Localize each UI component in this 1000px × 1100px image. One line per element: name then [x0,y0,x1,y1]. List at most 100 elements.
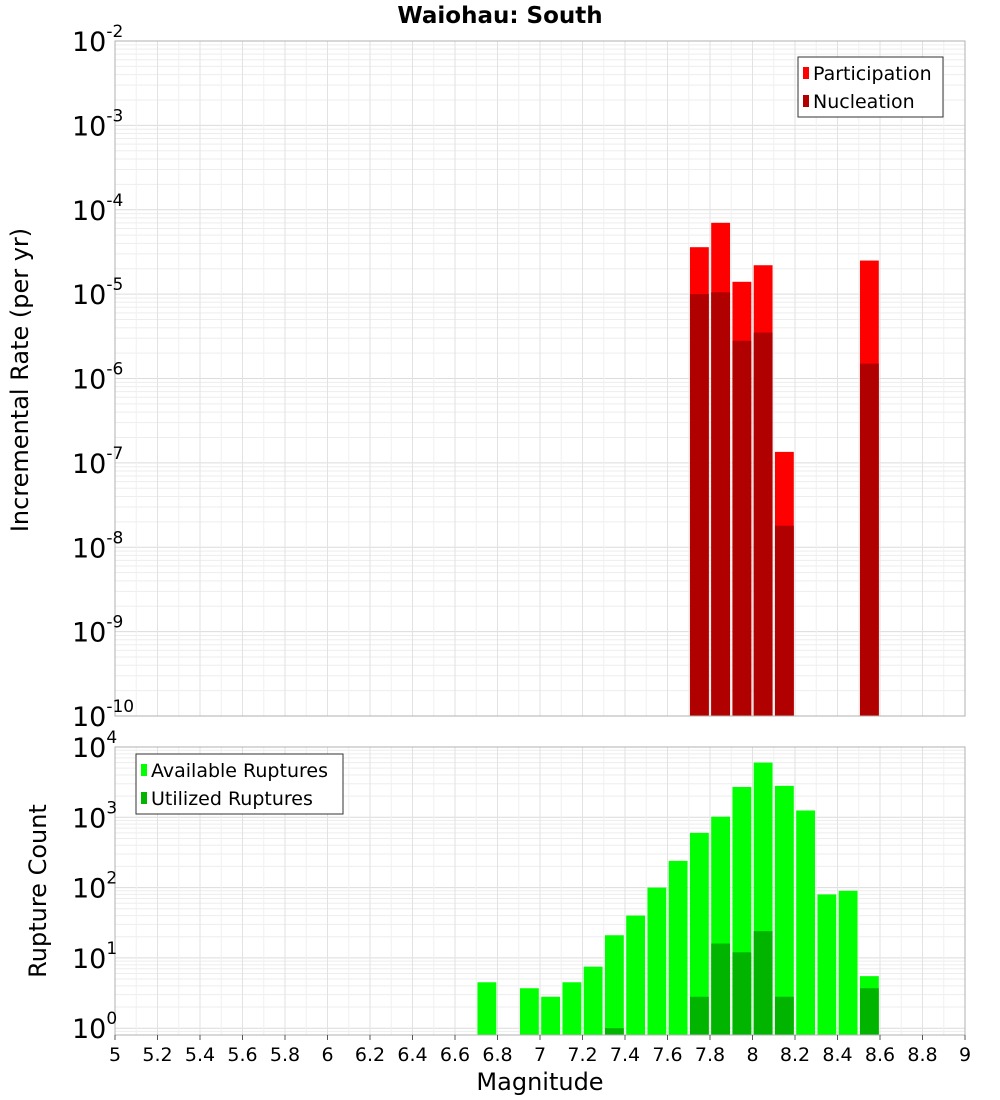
tick-base: 10 [72,449,106,480]
rate-legend-swatch [803,95,809,107]
count-bar-available-ruptures [817,894,837,1035]
tick-exponent: 2 [106,869,117,889]
tick-base: 10 [72,365,106,396]
count-bar-available-ruptures [668,860,688,1035]
x-tick-label: 5.6 [227,1044,257,1066]
tick-base: 10 [72,874,106,905]
tick-exponent: -6 [106,360,123,380]
x-axis-label: Magnitude [476,1068,603,1096]
tick-exponent: 0 [106,1009,117,1029]
chart-title: Waiohau: South [397,3,602,29]
x-tick-label: 7.6 [652,1044,682,1066]
rate-y-tick-label: 10-7 [72,444,123,480]
count-y-tick-label: 100 [72,1009,117,1045]
count-bar-available-ruptures [583,966,603,1035]
x-tick-label: 8.6 [865,1044,895,1066]
rate-y-tick-label: 10-10 [72,697,134,733]
tick-base: 10 [72,27,106,58]
count-legend: Available Ruptures Utilized Ruptures [135,753,344,815]
tick-base: 10 [72,533,106,564]
x-tick-label: 6.8 [482,1044,512,1066]
rate-bars [689,222,879,716]
x-tick-label: 6.4 [397,1044,427,1066]
count-legend-swatch [141,764,147,776]
count-y-tick-label: 102 [72,869,117,905]
tick-base: 10 [72,111,106,142]
tick-exponent: 4 [106,728,117,748]
rate-gridlines [114,41,966,717]
tick-base: 10 [72,944,106,975]
rate-y-tick-label: 10-5 [72,275,123,311]
rate-legend: Participation Nucleation [797,56,944,118]
x-tick-label: 8 [746,1044,758,1066]
x-tick-label: 5.2 [142,1044,172,1066]
rate-y-axis-label: Incremental Rate (per yr) [6,228,34,532]
tick-base: 10 [72,1014,106,1045]
x-tick-label: 5.8 [270,1044,300,1066]
count-bar-utilized-ruptures [753,931,773,1035]
count-bar-available-ruptures [647,887,667,1035]
tick-base: 10 [72,702,106,733]
count-bar-available-ruptures [477,982,497,1035]
rate-y-tick-label: 10-6 [72,360,123,396]
rate-bar-nucleation [732,340,752,716]
x-tick-label: 6 [321,1044,333,1066]
count-y-tick-label: 103 [72,798,117,834]
count-bar-utilized-ruptures [711,943,731,1035]
count-bar-utilized-ruptures [604,1028,624,1035]
count-bar-utilized-ruptures [859,988,879,1035]
x-tick-label: 7.8 [695,1044,725,1066]
count-bar-available-ruptures [562,982,582,1035]
tick-exponent: -7 [106,444,123,464]
rate-bar-nucleation [711,292,731,716]
x-tick-label: 7.2 [567,1044,597,1066]
x-tick-label: 6.2 [355,1044,385,1066]
rate-legend-box [797,56,944,118]
x-tick-label: 5.4 [185,1044,215,1066]
tick-base: 10 [72,280,106,311]
rate-legend-label: Nucleation [813,91,915,113]
rate-y-tick-label: 10-2 [72,22,123,58]
tick-exponent: -10 [106,697,134,717]
count-legend-swatch [141,792,147,804]
count-bar-available-ruptures [604,935,624,1035]
count-bar-available-ruptures [689,832,709,1035]
rate-y-tick-label: 10-9 [72,613,123,649]
rate-bar-nucleation [859,363,879,716]
tick-exponent: -9 [106,613,123,633]
rate-y-tick-label: 10-8 [72,528,123,564]
tick-exponent: 3 [106,798,117,818]
x-tick-label: 8.8 [907,1044,937,1066]
tick-base: 10 [72,618,106,649]
count-bar-utilized-ruptures [732,952,752,1035]
count-legend-label: Available Ruptures [151,760,328,782]
rate-bar-nucleation [774,525,794,716]
tick-exponent: -5 [106,275,123,295]
tick-exponent: -3 [106,106,123,126]
count-y-axis-label: Rupture Count [24,804,52,978]
rate-legend-swatch [803,67,809,79]
count-bars [477,762,879,1035]
count-bar-available-ruptures [774,785,794,1035]
rate-bar-nucleation [689,294,709,716]
x-tick-label: 8.4 [822,1044,852,1066]
rate-legend-label: Participation [813,63,932,85]
tick-exponent: -4 [106,191,123,211]
count-bar-utilized-ruptures [774,996,794,1035]
x-tick-label: 7.4 [610,1044,640,1066]
tick-exponent: -8 [106,528,123,548]
count-y-tick-label: 104 [72,728,117,764]
tick-exponent: 1 [106,939,117,959]
count-y-tick-label: 101 [72,939,117,975]
tick-base: 10 [72,803,106,834]
count-bar-available-ruptures [541,996,561,1035]
count-bar-available-ruptures [519,988,539,1035]
rate-bar-nucleation [753,332,773,716]
x-tick-label: 5 [109,1044,121,1066]
count-bar-utilized-ruptures [689,996,709,1035]
count-bar-available-ruptures [626,915,646,1035]
